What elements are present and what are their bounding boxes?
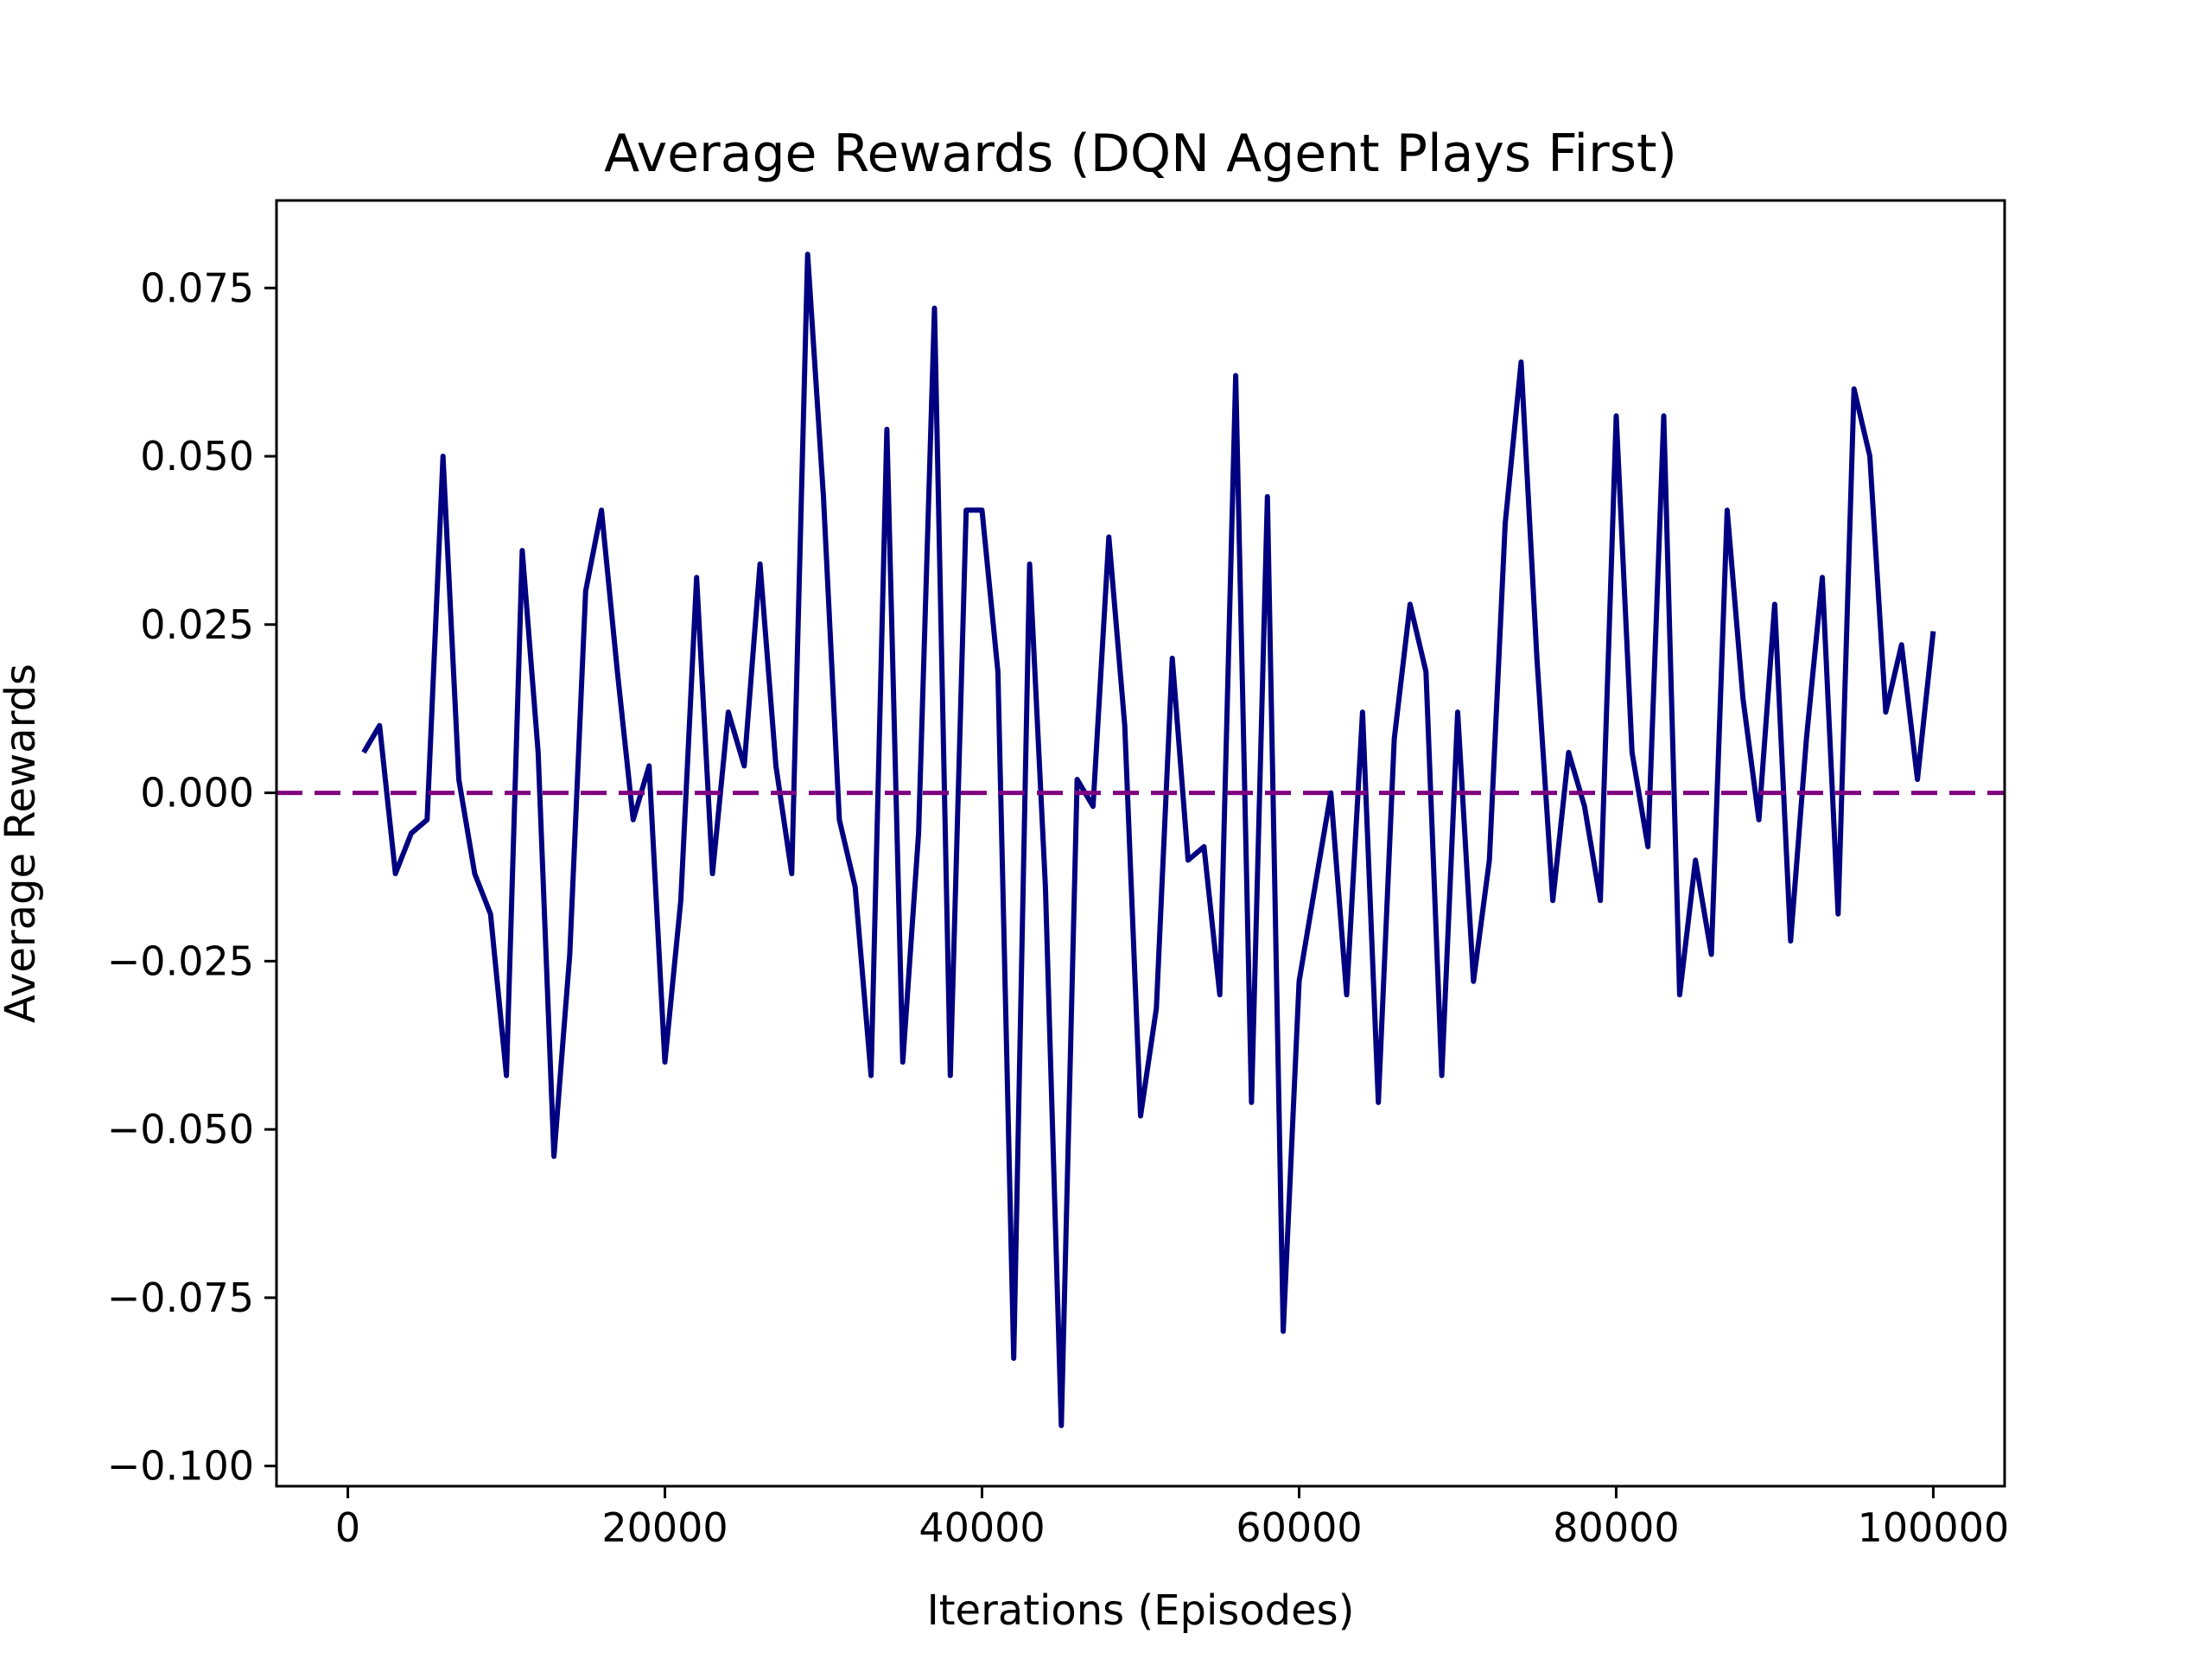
y-tick-label: −0.075 bbox=[107, 1274, 254, 1321]
plot-frame bbox=[275, 199, 2006, 1488]
y-tick-label: 0.075 bbox=[140, 264, 254, 311]
y-tick-label: 0.000 bbox=[140, 770, 254, 817]
series-line-average-rewards bbox=[361, 251, 1936, 1428]
chart-title: Average Rewards (DQN Agent Plays First) bbox=[604, 124, 1677, 184]
y-tick-label: 0.050 bbox=[140, 433, 254, 480]
y-tick-label: 0.025 bbox=[140, 601, 254, 648]
plot-area bbox=[276, 251, 2005, 1428]
x-tick-label: 60000 bbox=[1236, 1504, 1362, 1551]
y-tick-label: −0.025 bbox=[107, 938, 254, 984]
x-tick-label: 40000 bbox=[918, 1504, 1045, 1551]
y-tick-label: −0.050 bbox=[107, 1106, 254, 1153]
y-tick-label: −0.100 bbox=[107, 1443, 254, 1490]
x-tick-label: 0 bbox=[335, 1504, 360, 1551]
x-axis: 0 20000 40000 60000 80000 100000 bbox=[335, 1486, 2009, 1551]
x-axis-label: Iterations (Episodes) bbox=[927, 1586, 1355, 1635]
y-axis: 0.075 0.050 0.025 0.000 −0.025 −0.050 −0.075 −0… bbox=[107, 264, 276, 1490]
x-tick-label: 100000 bbox=[1858, 1504, 2010, 1551]
y-axis-label: Average Rewards bbox=[0, 664, 45, 1023]
x-tick-label: 80000 bbox=[1553, 1504, 1679, 1551]
x-tick-label: 20000 bbox=[601, 1504, 728, 1551]
